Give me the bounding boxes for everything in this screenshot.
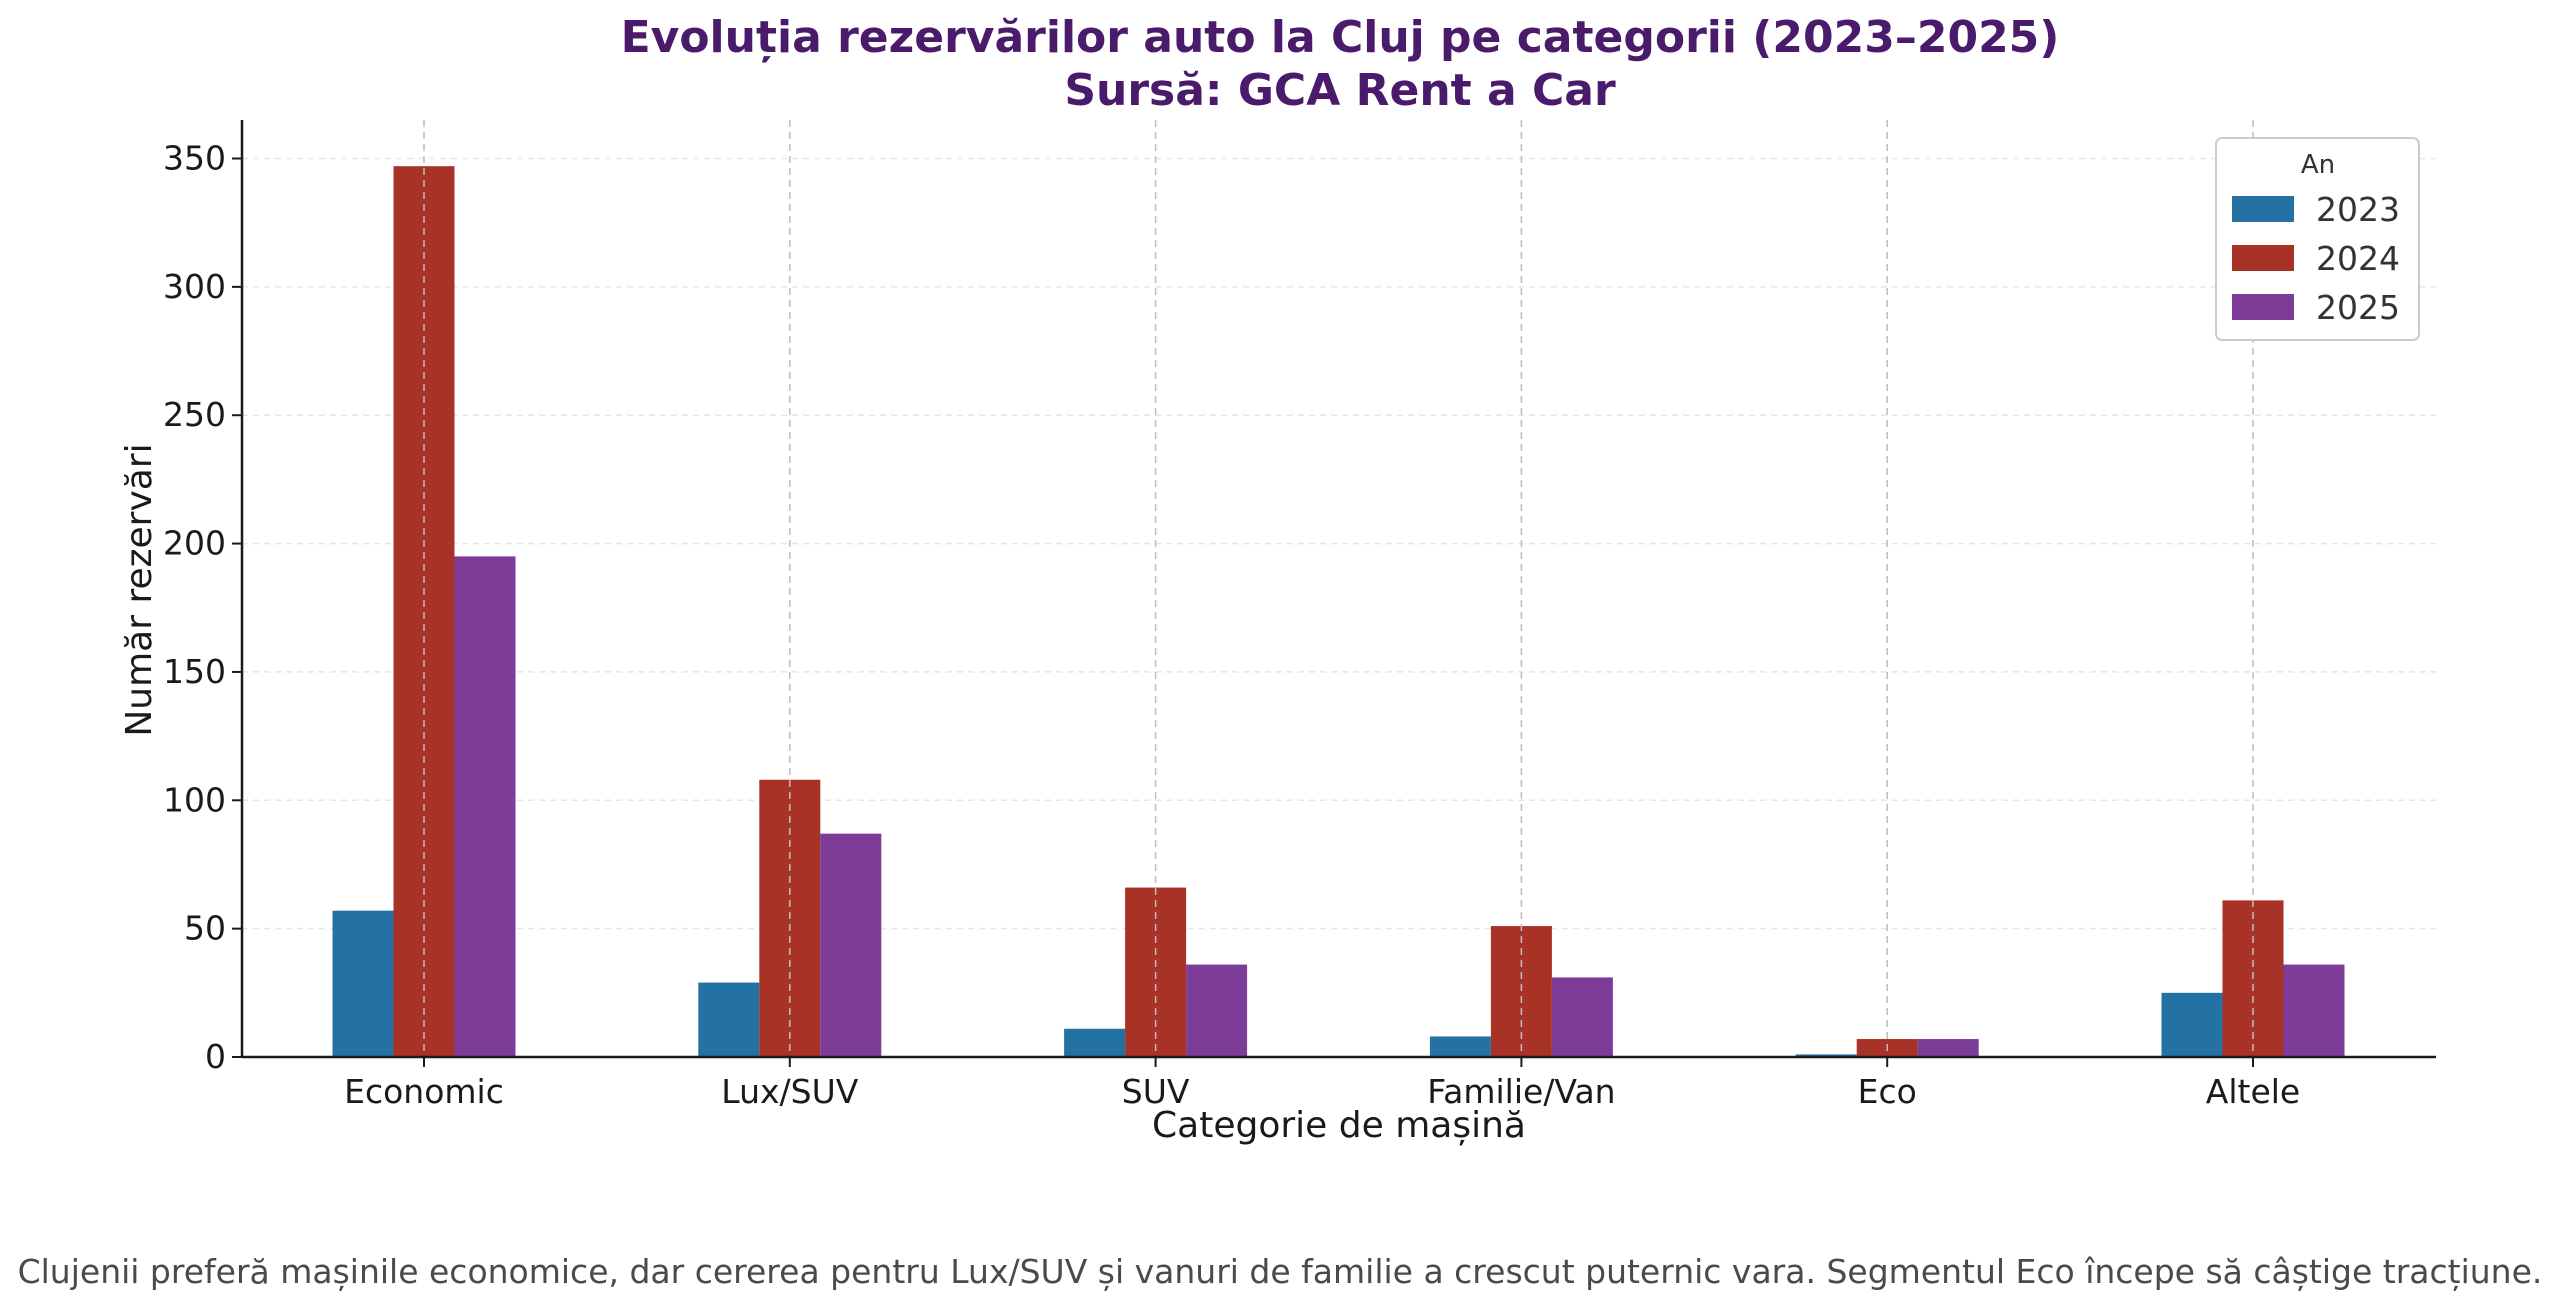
- bar-2025: [1186, 964, 1248, 1057]
- bar-2025: [820, 833, 882, 1057]
- legend-label: 2023: [2316, 190, 2400, 229]
- vertical-grid: [423, 120, 2254, 1057]
- y-tick-label: 150: [163, 652, 226, 691]
- chart-caption: Clujenii preferă mașinile economice, dar…: [18, 1252, 2543, 1292]
- legend-title: An: [2301, 150, 2335, 180]
- y-tick-label: 0: [205, 1037, 226, 1076]
- x-tick-label: SUV: [1122, 1072, 1190, 1111]
- y-tick-label: 250: [163, 395, 226, 434]
- legend-swatch: [2232, 196, 2294, 222]
- bar-2023: [698, 982, 760, 1057]
- bar-2025: [454, 556, 516, 1057]
- x-tick-label: Lux/SUV: [721, 1072, 858, 1111]
- y-tick-label: 200: [163, 524, 226, 563]
- bar-2025: [1917, 1039, 1979, 1057]
- x-tick-labels: Economic Lux/SUV SUV Familie/Van Eco Altele: [344, 1057, 2300, 1111]
- bar-2025: [1551, 977, 1613, 1057]
- bar-2024: [393, 166, 455, 1057]
- y-tick-labels: 0 50 100 150 200 250 300 350: [163, 139, 242, 1076]
- bar-2025: [2283, 964, 2345, 1057]
- legend-label: 2024: [2316, 239, 2400, 278]
- chart-subtitle: Sursă: GCA Rent a Car: [1064, 65, 1616, 116]
- x-tick-label: Familie/Van: [1427, 1072, 1615, 1111]
- bars: [332, 166, 2345, 1057]
- y-tick-label: 50: [184, 909, 226, 948]
- x-tick-label: Eco: [1858, 1072, 1917, 1111]
- bar-2023: [1795, 1054, 1857, 1057]
- legend-swatch: [2232, 294, 2294, 320]
- y-tick-label: 300: [163, 267, 226, 306]
- bar-2023: [1064, 1028, 1126, 1057]
- y-axis-label: Număr rezervări: [119, 443, 160, 736]
- bar-2023: [1429, 1036, 1491, 1057]
- legend: An 2023 2024 2025: [2215, 137, 2420, 341]
- legend-swatch: [2232, 245, 2294, 271]
- x-tick-label: Economic: [344, 1072, 504, 1111]
- x-axis-label: Categorie de mașină: [1152, 1105, 1526, 1146]
- x-tick-label: Altele: [2206, 1072, 2300, 1111]
- y-tick-label: 350: [163, 139, 226, 178]
- legend-label: 2025: [2316, 288, 2400, 327]
- chart-title: Evoluția rezervărilor auto la Cluj pe ca…: [621, 12, 2060, 63]
- y-tick-label: 100: [163, 780, 226, 819]
- bar-2023: [2161, 992, 2223, 1057]
- grid: [242, 157, 2436, 930]
- legend-box: [2215, 137, 2420, 341]
- axes: [240, 120, 2436, 1059]
- bar-2023: [332, 910, 394, 1057]
